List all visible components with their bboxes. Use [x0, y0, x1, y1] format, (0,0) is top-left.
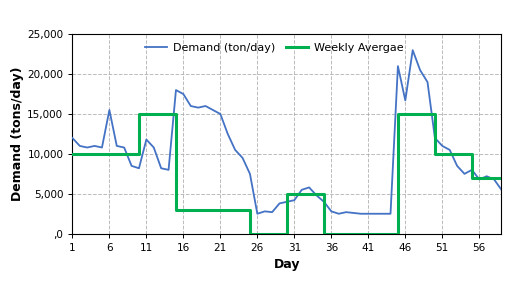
Demand (ton/day)	[180, 92, 187, 96]
Weekly Avergae	[321, 232, 327, 235]
Weekly Avergae	[469, 176, 475, 180]
Weekly Avergae	[136, 152, 142, 156]
Demand (ton/day)	[299, 188, 305, 192]
Y-axis label: Demand (tons/day): Demand (tons/day)	[11, 67, 24, 201]
Demand (ton/day)	[409, 48, 416, 52]
Weekly Avergae	[173, 112, 179, 116]
Demand (ton/day)	[69, 136, 75, 140]
X-axis label: Day: Day	[273, 258, 300, 271]
Weekly Avergae	[173, 208, 179, 211]
Weekly Avergae	[247, 208, 253, 211]
Demand (ton/day)	[84, 146, 90, 149]
Weekly Avergae	[321, 192, 327, 196]
Legend: Demand (ton/day), Weekly Avergae: Demand (ton/day), Weekly Avergae	[142, 40, 407, 56]
Demand (ton/day)	[387, 212, 393, 215]
Weekly Avergae	[432, 112, 438, 116]
Weekly Avergae	[69, 152, 75, 156]
Demand (ton/day)	[114, 144, 120, 148]
Weekly Avergae	[284, 192, 290, 196]
Weekly Avergae	[469, 152, 475, 156]
Weekly Avergae	[247, 232, 253, 235]
Weekly Avergae	[498, 176, 505, 180]
Weekly Avergae	[395, 232, 401, 235]
Demand (ton/day)	[136, 166, 142, 170]
Line: Weekly Avergae: Weekly Avergae	[72, 114, 501, 234]
Weekly Avergae	[432, 152, 438, 156]
Weekly Avergae	[136, 112, 142, 116]
Demand (ton/day)	[254, 212, 261, 215]
Weekly Avergae	[284, 232, 290, 235]
Demand (ton/day)	[498, 188, 505, 192]
Weekly Avergae	[395, 112, 401, 116]
Line: Demand (ton/day): Demand (ton/day)	[72, 50, 501, 214]
